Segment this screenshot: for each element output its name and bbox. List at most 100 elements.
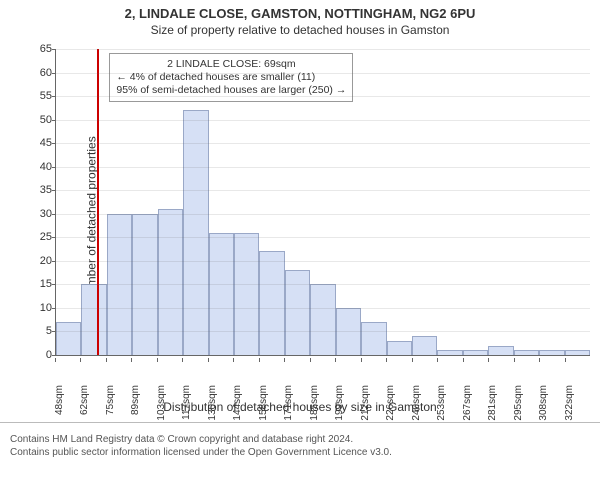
x-tick-mark [259, 358, 260, 362]
x-ticks: 48sqm62sqm75sqm89sqm103sqm117sqm130sqm14… [55, 358, 590, 396]
x-tick-label: 308sqm [538, 385, 549, 421]
y-tick-label: 10 [28, 302, 52, 314]
grid-line [56, 308, 590, 309]
histogram-bar [387, 341, 412, 355]
x-tick-mark [208, 358, 209, 362]
y-tick-label: 65 [28, 43, 52, 55]
y-tick-label: 55 [28, 90, 52, 102]
y-tick-label: 60 [28, 67, 52, 79]
x-tick-mark [539, 358, 540, 362]
y-tick-label: 20 [28, 255, 52, 267]
x-tick-mark [565, 358, 566, 362]
histogram-bar [310, 284, 335, 355]
annotation-box: 2 LINDALE CLOSE: 69sqm← 4% of detached h… [109, 53, 353, 102]
grid-line [56, 331, 590, 332]
histogram-bar [259, 251, 284, 355]
x-tick-mark [386, 358, 387, 362]
x-axis-label: Distribution of detached houses by size … [0, 400, 600, 414]
x-tick-label: 240sqm [411, 385, 422, 421]
page-subtitle: Size of property relative to detached ho… [0, 21, 600, 41]
y-tick-label: 0 [28, 349, 52, 361]
histogram-bar [56, 322, 81, 355]
grid-line [56, 237, 590, 238]
x-tick-mark [412, 358, 413, 362]
x-tick-label: 226sqm [385, 385, 396, 421]
histogram-bar [488, 346, 513, 355]
plot-area: 2 LINDALE CLOSE: 69sqm← 4% of detached h… [55, 49, 590, 356]
reference-line [97, 49, 99, 355]
histogram-bar [514, 350, 539, 355]
y-tick-label: 35 [28, 184, 52, 196]
x-tick-label: 281sqm [487, 385, 498, 421]
x-tick-label: 212sqm [360, 385, 371, 421]
page-title: 2, LINDALE CLOSE, GAMSTON, NOTTINGHAM, N… [0, 0, 600, 21]
histogram-bar [412, 336, 437, 355]
footer-line-1: Contains HM Land Registry data © Crown c… [10, 433, 590, 446]
y-tick-label: 45 [28, 137, 52, 149]
x-tick-mark [131, 358, 132, 362]
grid-line [56, 214, 590, 215]
x-tick-label: 48sqm [54, 385, 65, 415]
x-tick-mark [284, 358, 285, 362]
grid-line [56, 261, 590, 262]
footer: Contains HM Land Registry data © Crown c… [0, 422, 600, 459]
x-tick-label: 130sqm [207, 385, 218, 421]
annotation-line: 2 LINDALE CLOSE: 69sqm [116, 58, 346, 71]
grid-line [56, 143, 590, 144]
histogram-chart: Number of detached properties 2 LINDALE … [55, 41, 590, 396]
x-tick-mark [437, 358, 438, 362]
x-tick-mark [233, 358, 234, 362]
x-tick-label: 75sqm [105, 385, 116, 415]
y-tick-label: 25 [28, 231, 52, 243]
x-tick-label: 144sqm [232, 385, 243, 421]
x-tick-mark [80, 358, 81, 362]
x-tick-mark [514, 358, 515, 362]
x-tick-label: 103sqm [156, 385, 167, 421]
x-tick-label: 267sqm [462, 385, 473, 421]
footer-line-2: Contains public sector information licen… [10, 446, 590, 459]
x-tick-mark [182, 358, 183, 362]
histogram-bar [463, 350, 488, 355]
x-tick-label: 295sqm [513, 385, 524, 421]
x-tick-mark [335, 358, 336, 362]
histogram-bar [81, 284, 106, 355]
histogram-bar [285, 270, 310, 355]
y-tick-label: 15 [28, 278, 52, 290]
x-tick-mark [488, 358, 489, 362]
x-tick-mark [463, 358, 464, 362]
histogram-bar [539, 350, 564, 355]
y-tick-mark [52, 355, 56, 356]
histogram-bar [437, 350, 462, 355]
y-tick-label: 5 [28, 325, 52, 337]
x-tick-mark [310, 358, 311, 362]
grid-line [56, 167, 590, 168]
grid-line [56, 284, 590, 285]
x-tick-label: 62sqm [79, 385, 90, 415]
grid-line [56, 49, 590, 50]
histogram-bar [209, 233, 234, 355]
y-tick-label: 50 [28, 114, 52, 126]
histogram-bar [158, 209, 183, 355]
x-tick-label: 185sqm [309, 385, 320, 421]
grid-line [56, 73, 590, 74]
x-tick-mark [106, 358, 107, 362]
x-tick-label: 322sqm [564, 385, 575, 421]
grid-line [56, 120, 590, 121]
x-tick-mark [361, 358, 362, 362]
histogram-bar [234, 233, 259, 355]
x-tick-label: 171sqm [283, 385, 294, 421]
x-tick-label: 89sqm [130, 385, 141, 415]
x-tick-label: 158sqm [258, 385, 269, 421]
histogram-bar [183, 110, 208, 355]
x-tick-label: 253sqm [436, 385, 447, 421]
x-tick-label: 199sqm [334, 385, 345, 421]
x-tick-mark [55, 358, 56, 362]
grid-line [56, 96, 590, 97]
histogram-bar [565, 350, 590, 355]
x-tick-label: 117sqm [181, 385, 192, 420]
x-tick-mark [157, 358, 158, 362]
y-tick-label: 40 [28, 161, 52, 173]
y-tick-label: 30 [28, 208, 52, 220]
histogram-bar [361, 322, 386, 355]
grid-line [56, 190, 590, 191]
